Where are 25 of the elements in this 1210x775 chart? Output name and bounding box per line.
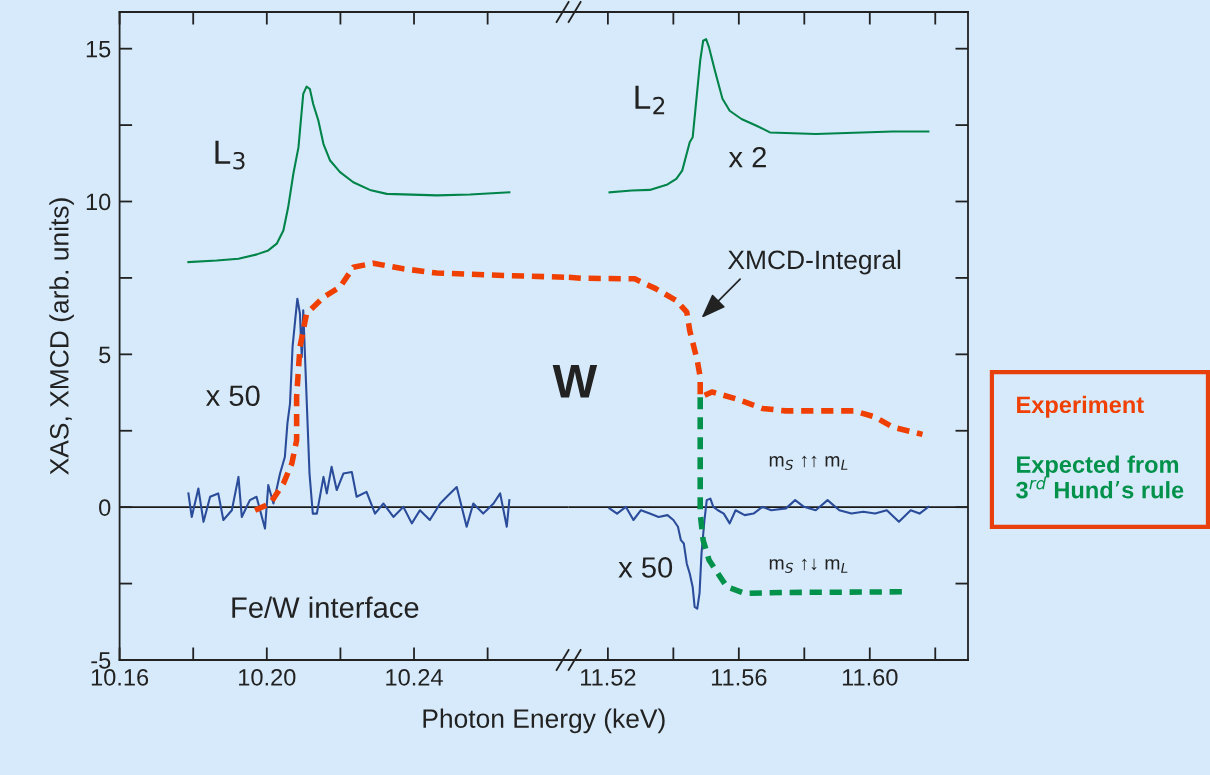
y-tick-label: 15 [86,40,111,58]
text: Expected from 3$^{rd}$ Hund’s rule [1016,455,1184,499]
y-tick-label: 5 [99,346,111,364]
annotation: x 2 [728,146,766,168]
annotation: W [552,364,598,398]
annotation: x 50 [618,557,673,578]
x-tick-label: 11.60 [842,668,898,686]
annotation: Fe/W interface [232,596,419,618]
x-tick-label: 10.24 [386,668,443,686]
annotation: L$_{3}$ [215,140,245,170]
text: Experiment [1017,395,1144,418]
x-axis-title: Photon Energy (keV) [423,708,665,734]
x-tick-label: 11.56 [711,668,767,686]
x-tick-label: 10.16 [91,668,149,686]
annotation: x 50 [205,385,260,407]
y-tick-label: 0 [99,499,111,516]
y-tick-label: -5 [91,652,111,669]
y-axis-title: XAS, XMCD (arb. units) [49,198,74,475]
annotation: m$_{S}$ ↑↓ m$_{L}$ [769,558,848,573]
y-tick-label: 10 [86,193,111,211]
x-tick-label: 10.20 [239,668,296,686]
annotation: m$_{S}$ ↑↑ m$_{L}$ [769,455,848,470]
annotation: L$_{2}$ [635,85,665,115]
annotation: XMCD-Integral [727,249,901,275]
x-tick-label: 11.52 [581,668,636,686]
